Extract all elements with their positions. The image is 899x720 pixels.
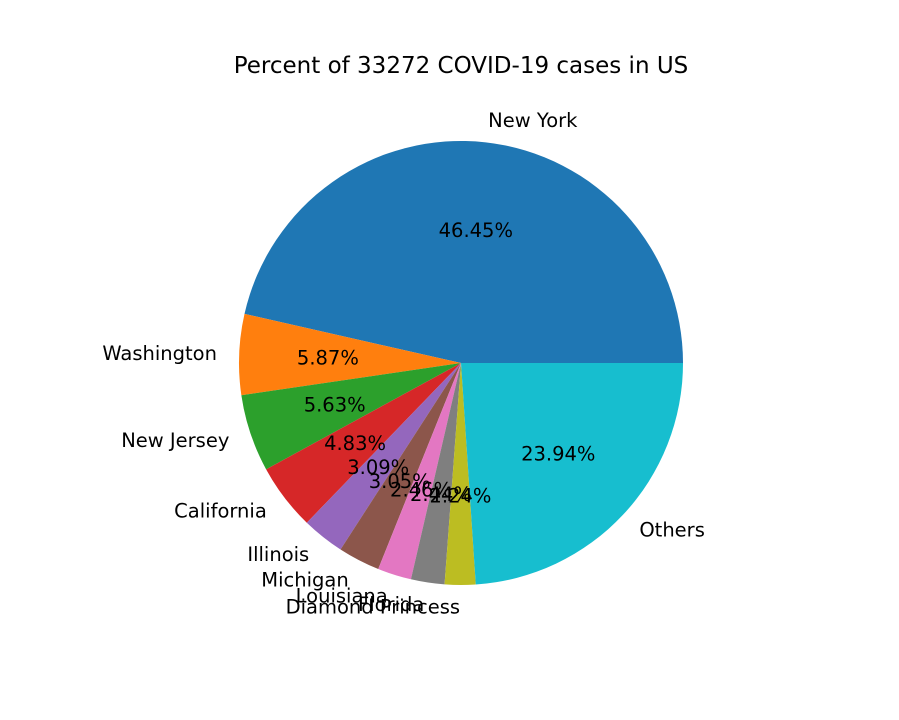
slice-label: New York <box>488 109 578 132</box>
value-label: 3.05% <box>369 470 431 493</box>
slice-label: Diamond Princess <box>286 596 461 619</box>
pie-slice <box>340 363 461 569</box>
pie-slice <box>461 363 683 585</box>
slice-label: Florida <box>358 593 424 616</box>
pie-slice <box>444 363 476 586</box>
slice-label: New Jersey <box>121 429 229 452</box>
pie-slice <box>306 363 461 550</box>
pie-slice <box>244 140 683 363</box>
pie-slice <box>238 313 461 396</box>
value-label: 2.46% <box>390 479 452 502</box>
pie-slice <box>378 363 461 580</box>
slice-label: Michigan <box>261 568 348 591</box>
value-label: 46.45% <box>439 219 513 242</box>
slice-label: Others <box>639 518 705 541</box>
chart-title: Percent of 33272 COVID-19 cases in US <box>234 53 689 79</box>
pie-slice <box>266 363 461 523</box>
pie-slice <box>241 363 461 470</box>
slice-label: California <box>174 500 267 523</box>
value-label: 5.87% <box>297 346 359 369</box>
value-label: 23.94% <box>521 442 595 465</box>
slice-label: Illinois <box>247 543 309 566</box>
value-label: 3.09% <box>347 456 409 479</box>
slice-label: Louisiana <box>296 584 388 607</box>
pie-slice <box>410 363 461 585</box>
value-label: 2.24% <box>430 485 492 508</box>
value-label: 5.63% <box>304 394 366 417</box>
value-label: 2.44% <box>410 483 472 506</box>
slice-label: Washington <box>102 342 217 365</box>
value-label: 4.83% <box>324 432 386 455</box>
